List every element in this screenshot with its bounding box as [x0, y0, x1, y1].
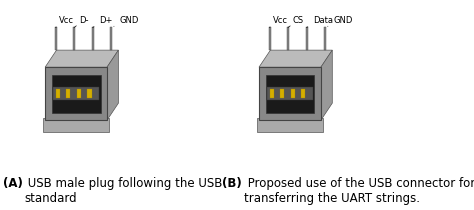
Text: D+: D+	[93, 16, 113, 27]
Bar	[259, 67, 321, 120]
Text: Proposed use of the USB connector for
transferring the UART strings.: Proposed use of the USB connector for tr…	[244, 177, 474, 205]
Bar	[92, 27, 94, 50]
Bar	[110, 27, 112, 50]
Bar	[280, 89, 284, 98]
Polygon shape	[321, 50, 332, 120]
Bar	[287, 27, 289, 50]
Text: (B): (B)	[221, 177, 241, 190]
Text: USB male plug following the USB
standard: USB male plug following the USB standard	[24, 177, 222, 205]
Bar	[53, 87, 99, 101]
Bar	[52, 75, 100, 113]
Bar	[301, 89, 305, 98]
Bar	[55, 27, 57, 50]
Bar	[306, 27, 308, 50]
Bar	[88, 89, 91, 98]
Bar	[270, 89, 273, 98]
Polygon shape	[259, 50, 332, 67]
Text: GND: GND	[114, 16, 139, 26]
Bar	[77, 89, 81, 98]
Bar	[56, 89, 60, 98]
Bar	[45, 67, 107, 120]
FancyBboxPatch shape	[257, 118, 322, 131]
Text: CS: CS	[288, 16, 304, 27]
Text: Data: Data	[307, 16, 333, 27]
Bar	[66, 89, 70, 98]
Bar	[73, 27, 75, 50]
Text: D-: D-	[74, 16, 89, 27]
Text: Vcc: Vcc	[56, 16, 74, 27]
FancyBboxPatch shape	[44, 118, 109, 131]
Bar	[265, 75, 314, 113]
Text: Vcc: Vcc	[270, 16, 288, 27]
Bar	[291, 89, 295, 98]
Polygon shape	[107, 50, 118, 120]
Bar	[267, 87, 313, 101]
Bar	[324, 27, 326, 50]
Text: GND: GND	[328, 16, 353, 26]
Text: (A): (A)	[3, 177, 23, 190]
Polygon shape	[45, 50, 118, 67]
Bar	[269, 27, 271, 50]
